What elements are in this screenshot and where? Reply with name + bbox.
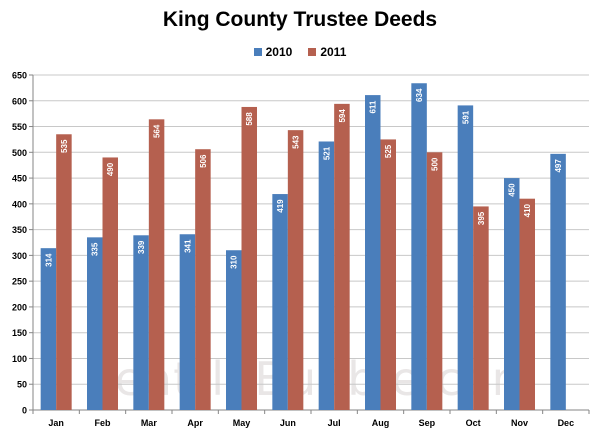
- data-label-2010-jul: 521: [322, 146, 331, 160]
- data-label-2010-may: 310: [230, 255, 239, 269]
- data-label-2011-sep: 500: [431, 157, 440, 171]
- x-tick-label: Jan: [48, 418, 64, 428]
- y-tick-label: 0: [22, 406, 27, 416]
- bar-2011-jul: [334, 103, 350, 410]
- x-tick-label: May: [233, 418, 251, 428]
- y-tick-label: 500: [12, 148, 27, 158]
- x-tick-label: Apr: [187, 418, 203, 428]
- data-label-2011-jan: 535: [60, 139, 69, 153]
- bar-2011-feb: [102, 157, 118, 410]
- data-label-2011-oct: 395: [477, 211, 486, 225]
- legend-swatch-2010: [253, 48, 262, 56]
- data-label-2010-jun: 419: [276, 199, 285, 213]
- bar-2011-nov: [519, 198, 535, 410]
- y-tick-label: 250: [12, 277, 27, 287]
- legend-swatch-2011: [308, 48, 317, 56]
- x-tick-label: Feb: [94, 418, 111, 428]
- y-tick-label: 300: [12, 251, 27, 261]
- bar-2011-mar: [148, 119, 165, 411]
- bar-2011-jun: [287, 130, 304, 410]
- bar-2011-may: [241, 106, 257, 410]
- y-tick-label: 650: [12, 71, 27, 81]
- bar-2010-oct: [457, 105, 474, 411]
- y-tick-label: 600: [12, 96, 27, 106]
- y-tick-label: 200: [12, 302, 27, 312]
- data-label-2010-jan: 314: [44, 253, 53, 267]
- data-label-2011-jul: 594: [338, 109, 347, 123]
- x-tick-label: Oct: [466, 418, 481, 428]
- data-label-2011-aug: 525: [384, 144, 393, 158]
- y-tick-label: 50: [17, 380, 27, 390]
- y-tick-label: 450: [12, 174, 27, 184]
- bar-2011-apr: [195, 149, 211, 410]
- bar-2010-jul: [318, 141, 335, 410]
- legend-label-2010: 2010: [265, 45, 293, 59]
- bar-2011-oct: [473, 206, 489, 410]
- data-label-2010-aug: 611: [369, 100, 378, 113]
- bar-2010-nov: [504, 178, 520, 410]
- bar-2011-aug: [380, 139, 396, 410]
- x-tick-label: Jun: [280, 418, 296, 428]
- data-label-2011-jun: 543: [292, 135, 301, 149]
- bar-2010-feb: [87, 237, 103, 410]
- data-label-2011-apr: 506: [199, 154, 208, 168]
- bar-2010-dec: [550, 153, 566, 410]
- data-label-2010-dec: 497: [554, 159, 563, 173]
- data-label-2011-feb: 490: [106, 162, 115, 176]
- legend-item-2011: 2011: [308, 45, 346, 59]
- data-label-2011-nov: 410: [523, 203, 532, 217]
- bar-2010-sep: [411, 83, 427, 410]
- legend-label-2011: 2011: [320, 45, 347, 59]
- y-tick-label: 550: [12, 122, 27, 132]
- data-label-2010-nov: 450: [508, 183, 517, 197]
- data-label-2011-may: 588: [245, 112, 254, 126]
- bar-2010-may: [226, 250, 242, 410]
- data-label-2010-mar: 339: [137, 240, 146, 254]
- legend-item-2010: 2010: [253, 45, 293, 59]
- bar-2011-sep: [426, 152, 443, 411]
- y-tick-label: 150: [12, 328, 27, 338]
- y-tick-label: 350: [12, 225, 27, 235]
- bar-2010-mar: [133, 235, 149, 410]
- bar-2010-jan: [40, 248, 57, 410]
- x-tick-label: Jul: [328, 418, 341, 428]
- bar-2010-apr: [179, 234, 196, 410]
- legend: 2010 2011: [0, 45, 600, 59]
- data-label-2010-apr: 341: [183, 239, 192, 253]
- chart-title: King County Trustee Deeds: [162, 8, 438, 31]
- x-tick-label: Nov: [511, 418, 528, 428]
- data-label-2010-sep: 634: [415, 88, 424, 102]
- data-label-2010-feb: 335: [91, 242, 100, 256]
- bar-2010-aug: [365, 95, 381, 410]
- data-label-2011-mar: 564: [153, 124, 162, 138]
- data-label-2010-oct: 591: [461, 110, 470, 124]
- bar-2011-jan: [56, 134, 72, 410]
- x-tick-label: Aug: [372, 418, 390, 428]
- x-tick-label: Sep: [419, 418, 436, 428]
- x-tick-label: Mar: [141, 418, 158, 428]
- x-tick-label: Dec: [558, 418, 575, 428]
- bar-2010-jun: [272, 194, 288, 410]
- y-tick-label: 400: [12, 199, 27, 209]
- y-tick-label: 100: [12, 354, 27, 364]
